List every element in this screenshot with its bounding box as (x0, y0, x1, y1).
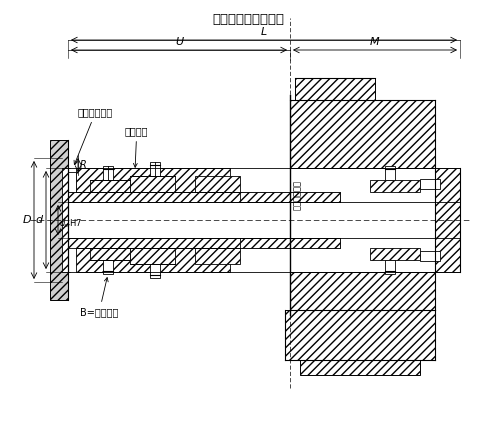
Text: D: D (23, 215, 31, 225)
Bar (90, 180, 130, 192)
Bar (130, 248, 175, 264)
Bar (300, 360, 419, 375)
Bar (240, 238, 339, 248)
Bar (384, 260, 394, 274)
Bar (289, 272, 434, 310)
Text: B=张力螺钉: B=张力螺钉 (80, 278, 118, 317)
Bar (384, 166, 394, 180)
Text: M: M (370, 37, 379, 47)
Text: R: R (80, 160, 86, 170)
Bar (68, 172, 76, 192)
Bar (103, 166, 113, 180)
Bar (150, 264, 160, 278)
Bar (76, 168, 229, 192)
Bar (76, 248, 229, 272)
Bar (130, 176, 175, 192)
Text: 扭力扳手空间: 扭力扳手空间 (74, 107, 113, 164)
Bar (68, 192, 339, 202)
Bar (419, 179, 439, 189)
Text: 胀盘联接: 胀盘联接 (125, 126, 148, 167)
Bar (240, 192, 339, 202)
Bar (90, 248, 130, 260)
Bar (50, 140, 68, 300)
Text: d: d (36, 215, 43, 225)
Text: 空心轴套及胀盘尺寸: 空心轴套及胀盘尺寸 (212, 13, 283, 26)
Bar (369, 180, 419, 192)
Bar (194, 248, 240, 264)
Bar (194, 176, 240, 192)
Bar (285, 310, 434, 360)
Text: $d_{w}$H7: $d_{w}$H7 (59, 218, 82, 230)
Bar (369, 248, 419, 260)
Bar (289, 100, 434, 168)
Bar (62, 168, 68, 272)
Bar (434, 168, 459, 272)
Text: L: L (260, 27, 266, 37)
Bar (419, 251, 439, 261)
Text: 减速器中心线: 减速器中心线 (292, 180, 301, 210)
Bar (294, 78, 374, 100)
Bar (68, 238, 339, 248)
Text: U: U (175, 37, 183, 47)
Bar (103, 260, 113, 274)
Bar (150, 162, 160, 176)
